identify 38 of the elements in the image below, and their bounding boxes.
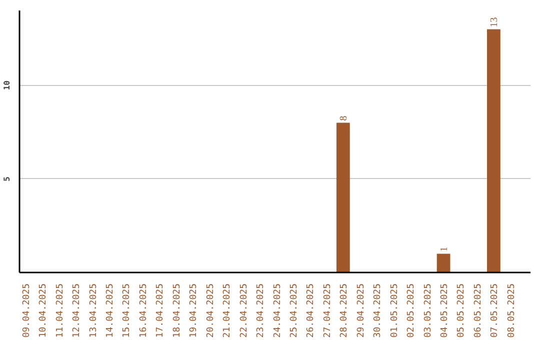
- x-tick-label: 24.04.2025: [272, 283, 283, 338]
- data-label: 8: [338, 116, 350, 121]
- bar: [487, 29, 500, 272]
- x-tick-label: 28.04.2025: [340, 283, 350, 338]
- x-tick-label: 27.04.2025: [322, 283, 333, 338]
- x-tick-label: 10.04.2025: [38, 283, 49, 338]
- x-tick-label: 07.05.2025: [490, 283, 500, 338]
- bar: [336, 122, 350, 272]
- data-label: 13: [489, 17, 500, 28]
- x-tick-label: 18.04.2025: [172, 283, 182, 338]
- x-tick-label: 19.04.2025: [189, 283, 200, 338]
- x-tick-label: 09.04.2025: [22, 283, 32, 338]
- y-tick-label: 10: [2, 80, 12, 90]
- x-tick-label: 01.05.2025: [390, 283, 400, 338]
- x-tick-label: 11.04.2025: [55, 283, 66, 338]
- x-tick-label: 15.04.2025: [122, 283, 132, 338]
- y-tick-label: 5: [2, 176, 12, 182]
- x-tick-label: 17.04.2025: [156, 283, 166, 338]
- x-tick-label: 08.05.2025: [506, 283, 517, 338]
- x-tick-label: 13.04.2025: [88, 283, 99, 338]
- x-tick-label: 14.04.2025: [105, 283, 116, 338]
- x-tick-label: 25.04.2025: [289, 283, 300, 338]
- x-tick-label: 26.04.2025: [306, 283, 316, 338]
- x-tick-label: 02.05.2025: [406, 283, 417, 338]
- x-tick-label: 03.05.2025: [423, 283, 434, 338]
- x-tick-label: 16.04.2025: [138, 283, 149, 338]
- x-tick-label: 06.05.2025: [473, 283, 484, 338]
- x-tick-label: 04.05.2025: [440, 283, 450, 338]
- x-tick-label: 29.04.2025: [356, 283, 366, 338]
- x-tick-label: 21.04.2025: [222, 283, 233, 338]
- x-tick-label: 12.04.2025: [72, 283, 82, 338]
- x-tick-label: 05.05.2025: [456, 283, 467, 338]
- data-label: 1: [439, 246, 450, 252]
- x-tick-label: 20.04.2025: [206, 283, 216, 338]
- x-tick-label: 30.04.2025: [373, 283, 384, 338]
- x-tick-label: 22.04.2025: [239, 283, 250, 338]
- bar: [436, 254, 450, 272]
- x-tick-label: 23.04.2025: [256, 283, 266, 338]
